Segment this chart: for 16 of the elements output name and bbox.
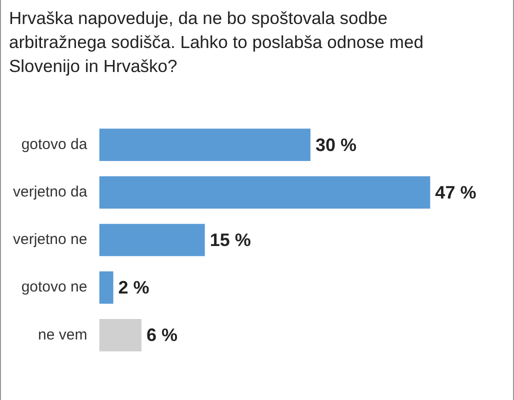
y-tick-label: verjetno ne bbox=[13, 231, 88, 248]
bar bbox=[99, 176, 430, 209]
bar bbox=[99, 271, 114, 304]
y-tick-label: gotovo ne bbox=[21, 278, 88, 296]
data-label: 30 % bbox=[315, 134, 357, 155]
data-label: 15 % bbox=[210, 230, 251, 250]
bar bbox=[99, 128, 310, 161]
bar bbox=[99, 319, 142, 352]
data-label: 47 % bbox=[435, 182, 476, 202]
data-label: 2 % bbox=[118, 278, 150, 298]
bar bbox=[99, 224, 205, 256]
y-tick-label: verjetno da bbox=[13, 184, 88, 201]
data-label: 6 % bbox=[146, 325, 178, 346]
y-tick-label: ne vem bbox=[38, 326, 88, 344]
chart-title: Hrvaška napoveduje, da ne bo spoštovala sodbe arbitražnega sodišča. Lahko to poslabša odnose med Slovenijo in Hrvaško? bbox=[9, 7, 424, 78]
y-tick-label: gotovo da bbox=[21, 136, 88, 153]
